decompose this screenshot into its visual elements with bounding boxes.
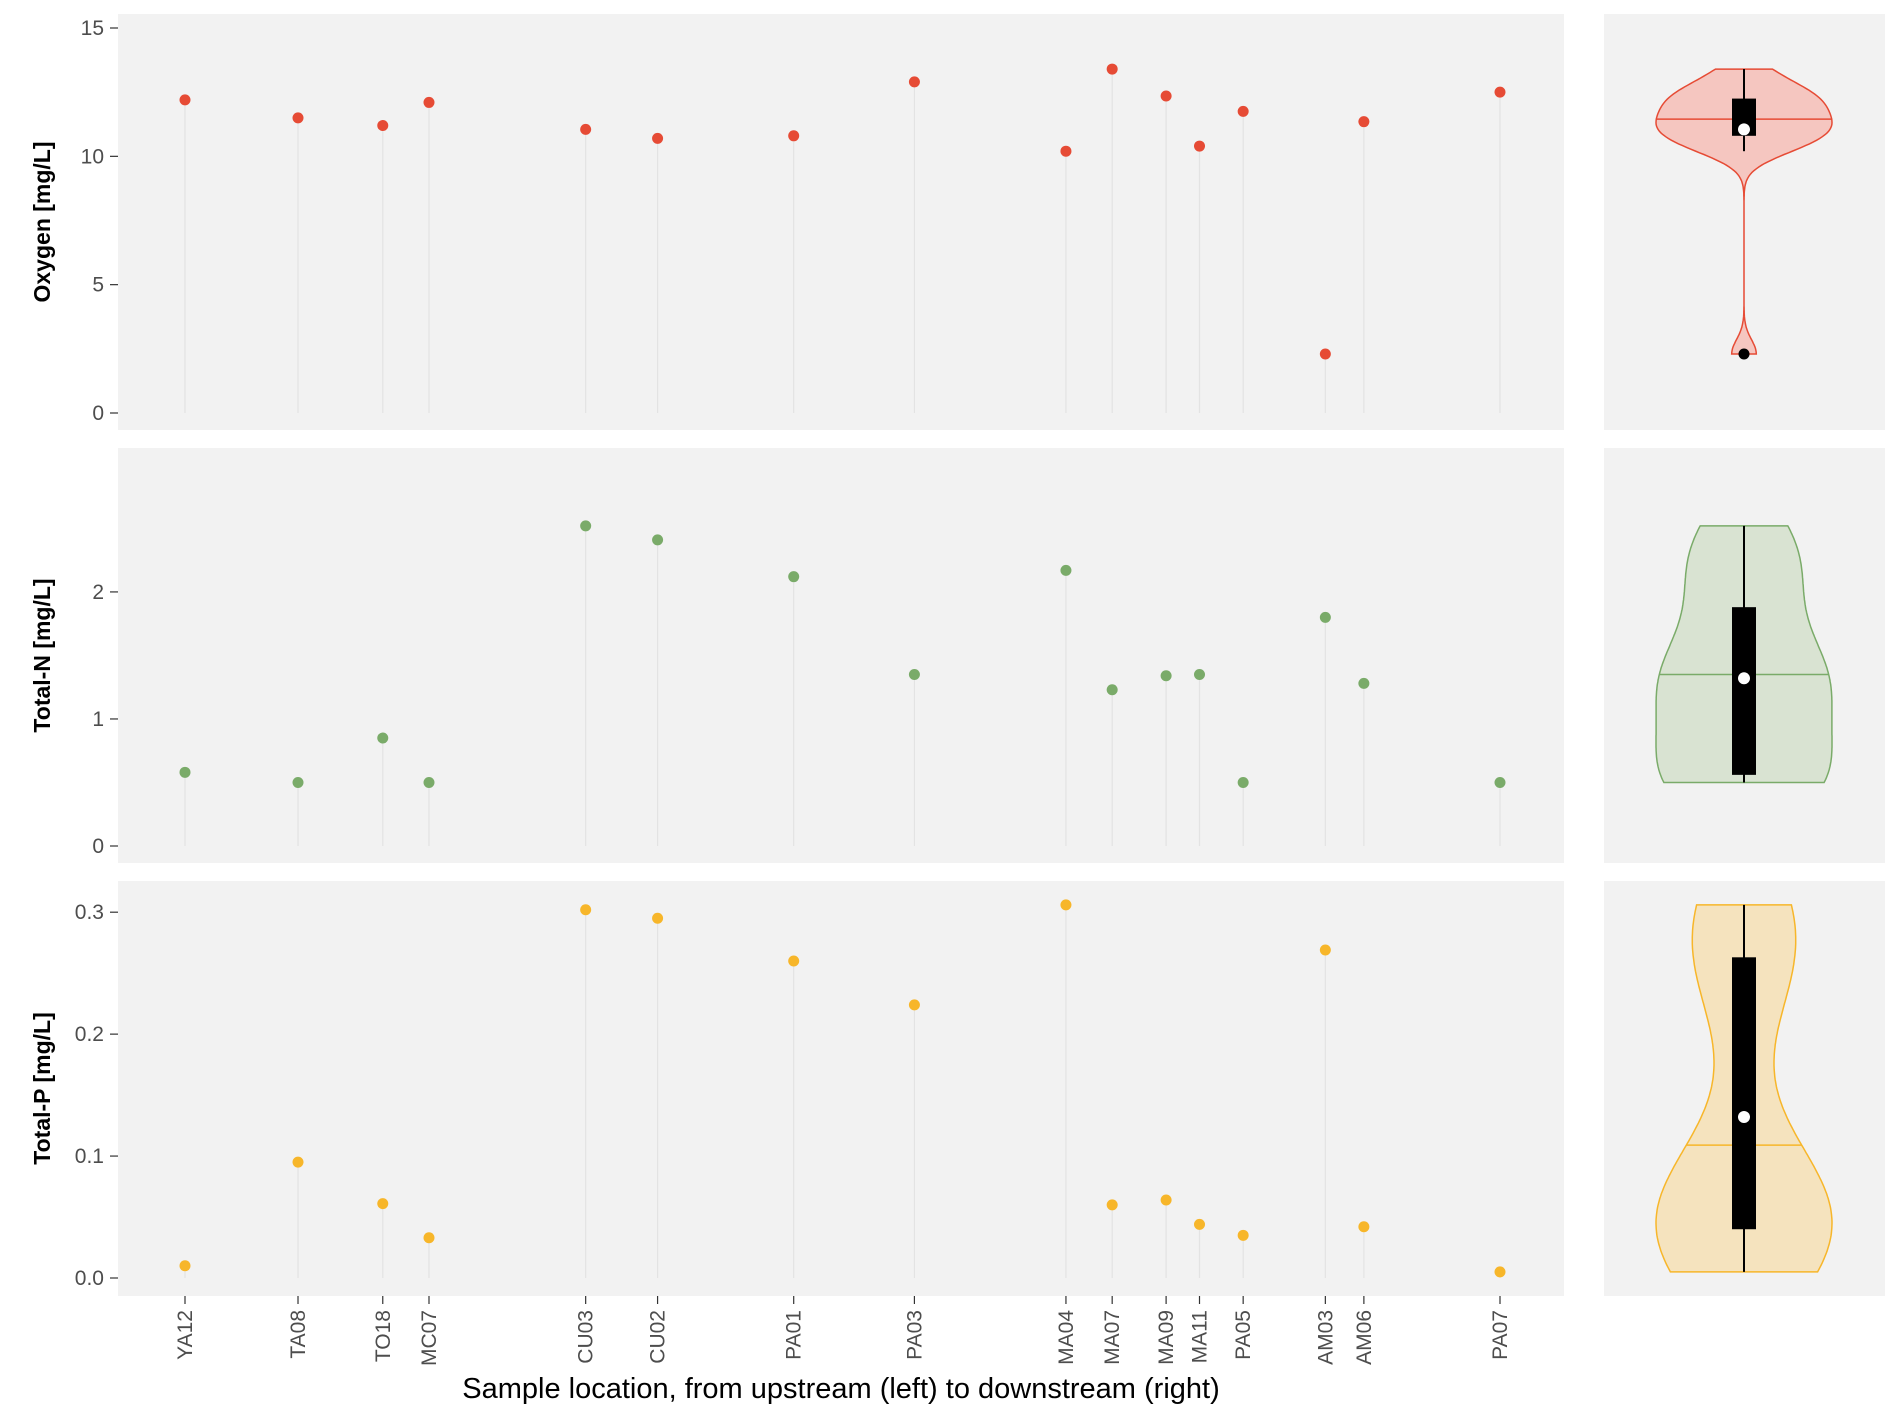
y-tick-label: 2	[92, 581, 104, 604]
y-axis-title: Total-N [mg/L]	[29, 578, 55, 732]
data-point	[1494, 86, 1506, 98]
panel-background	[118, 14, 1564, 430]
x-tick-label: AM03	[1314, 1310, 1337, 1365]
data-point	[1319, 611, 1331, 623]
data-point	[377, 120, 389, 132]
data-point	[1160, 90, 1172, 102]
data-point	[1106, 684, 1118, 696]
boxplot-box	[1732, 957, 1756, 1230]
y-axis-title: Total-P [mg/L]	[29, 1012, 55, 1164]
boxplot-box	[1732, 607, 1756, 775]
x-tick-label: PA03	[903, 1310, 926, 1360]
data-point	[377, 1198, 389, 1210]
data-point	[423, 776, 435, 788]
data-point	[179, 1260, 191, 1272]
data-point	[423, 1232, 435, 1244]
data-point	[652, 534, 664, 546]
chart-panels: 0 5 10 15 Oxygen [mg/L] 0 1 2 Total-N [mg/L] 0.0 0…	[29, 14, 1885, 1366]
x-tick-label: PA01	[783, 1310, 806, 1360]
data-point	[179, 766, 191, 778]
data-point	[908, 76, 920, 88]
data-point	[788, 955, 800, 967]
data-point	[1237, 1229, 1249, 1241]
data-point	[1160, 1194, 1172, 1206]
data-point	[1194, 140, 1206, 152]
x-tick-label: PA05	[1232, 1310, 1255, 1360]
data-point	[1106, 63, 1118, 75]
x-axis-title: Sample location, from upstream (left) to…	[462, 1373, 1220, 1405]
data-point	[1060, 145, 1072, 157]
data-point	[580, 520, 592, 532]
y-tick-label: 0.0	[75, 1267, 104, 1290]
y-tick-label: 15	[81, 17, 104, 40]
y-tick-label: 0	[92, 835, 104, 858]
data-point	[1319, 944, 1331, 956]
boxplot-mean-point	[1738, 672, 1750, 685]
data-point	[423, 96, 435, 108]
data-point	[1237, 105, 1249, 117]
data-point	[1060, 564, 1072, 576]
y-axis-title: Oxygen [mg/L]	[29, 141, 55, 302]
x-tick-label: MA09	[1155, 1310, 1178, 1365]
data-point	[1358, 1221, 1370, 1233]
x-tick-label: AM06	[1353, 1310, 1376, 1365]
boxplot-mean-point	[1738, 123, 1750, 136]
data-point	[908, 669, 920, 680]
x-tick-label: MA11	[1189, 1310, 1212, 1363]
y-tick-label: 10	[81, 145, 104, 168]
data-point	[1494, 1266, 1506, 1278]
y-tick-label: 0.2	[75, 1023, 104, 1046]
data-point	[1106, 1199, 1118, 1211]
data-point	[652, 912, 664, 924]
data-point	[292, 1156, 304, 1168]
y-tick-label: 0.3	[75, 901, 104, 924]
boxplot-outlier	[1738, 348, 1750, 360]
data-point	[1194, 1218, 1206, 1230]
data-point	[1160, 670, 1172, 682]
x-tick-label: CU03	[575, 1310, 598, 1364]
data-point	[652, 132, 664, 144]
data-point	[377, 732, 389, 744]
x-tick-label: PA07	[1489, 1310, 1512, 1360]
panel-background	[118, 881, 1564, 1296]
data-point	[908, 999, 920, 1011]
y-tick-label: 0.1	[75, 1145, 104, 1168]
data-point	[1060, 899, 1072, 911]
data-point	[1319, 348, 1331, 360]
violin-shape	[1655, 68, 1833, 355]
x-tick-label: TO18	[372, 1310, 395, 1362]
data-point	[580, 904, 592, 916]
data-point	[1194, 669, 1206, 680]
x-tick-label: MA07	[1101, 1310, 1124, 1365]
data-point	[292, 776, 304, 788]
x-tick-label: YA12	[174, 1310, 197, 1360]
data-point	[1494, 776, 1506, 788]
boxplot-mean-point	[1738, 1111, 1750, 1124]
x-tick-label: CU02	[647, 1310, 670, 1364]
data-point	[1237, 776, 1249, 788]
data-point	[580, 123, 592, 135]
data-point	[179, 94, 191, 106]
panel-background	[118, 448, 1564, 863]
y-tick-label: 1	[92, 708, 104, 731]
y-tick-label: 5	[92, 274, 104, 297]
data-point	[788, 571, 800, 583]
x-tick-label: TA08	[287, 1310, 310, 1359]
data-point	[788, 130, 800, 142]
data-point	[1358, 677, 1370, 689]
y-tick-label: 0	[92, 402, 104, 425]
data-point	[292, 112, 304, 124]
x-tick-label: MA04	[1055, 1310, 1078, 1365]
x-tick-label: MC07	[418, 1310, 441, 1366]
data-point	[1358, 116, 1370, 128]
